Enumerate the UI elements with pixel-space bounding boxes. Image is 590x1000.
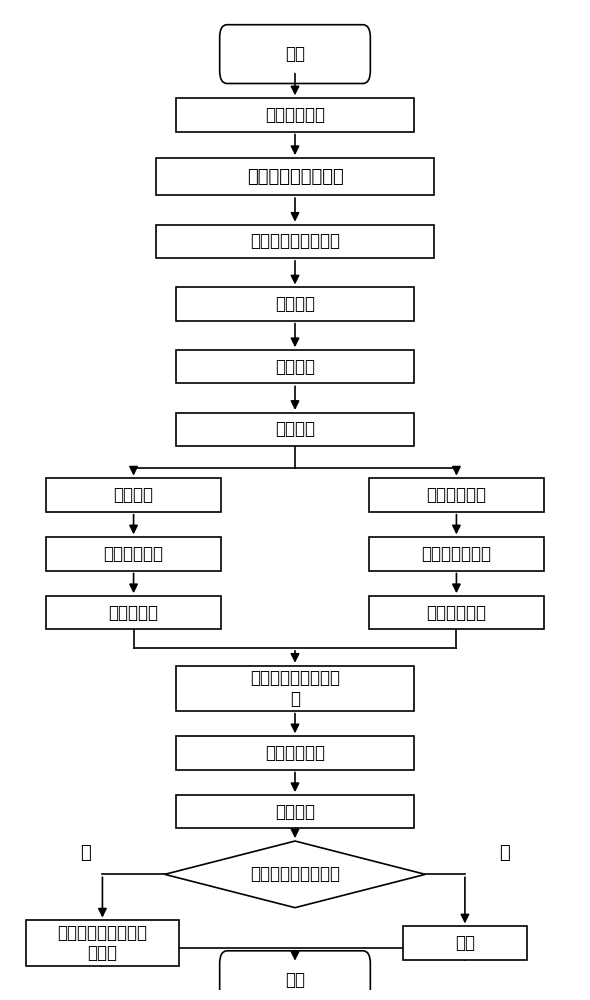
FancyBboxPatch shape xyxy=(176,795,414,828)
Text: 获得图像尺寸: 获得图像尺寸 xyxy=(104,545,163,563)
FancyBboxPatch shape xyxy=(46,478,221,512)
FancyBboxPatch shape xyxy=(176,98,414,132)
FancyBboxPatch shape xyxy=(46,596,221,629)
FancyBboxPatch shape xyxy=(176,736,414,770)
Text: 照亮图像: 照亮图像 xyxy=(275,420,315,438)
FancyBboxPatch shape xyxy=(176,350,414,383)
Text: 是: 是 xyxy=(80,844,91,862)
FancyBboxPatch shape xyxy=(156,158,434,195)
Text: 求交集得到电池片区
域: 求交集得到电池片区 域 xyxy=(250,669,340,708)
Polygon shape xyxy=(165,841,425,908)
Text: 判断线条是否为裂纹: 判断线条是否为裂纹 xyxy=(250,865,340,883)
FancyBboxPatch shape xyxy=(176,413,414,446)
Text: 对矩形区域进行填充: 对矩形区域进行填充 xyxy=(250,232,340,250)
Text: 引导滤波: 引导滤波 xyxy=(275,358,315,376)
FancyBboxPatch shape xyxy=(402,926,527,960)
Text: 开始: 开始 xyxy=(285,45,305,63)
Text: 傅里叶变换: 傅里叶变换 xyxy=(109,604,159,622)
FancyBboxPatch shape xyxy=(156,225,434,258)
FancyBboxPatch shape xyxy=(176,666,414,711)
FancyBboxPatch shape xyxy=(369,596,544,629)
FancyBboxPatch shape xyxy=(26,920,179,966)
Text: 得到裂纹位置标注在
原图上: 得到裂纹位置标注在 原图上 xyxy=(57,924,148,962)
Text: 固定阈值分割: 固定阈值分割 xyxy=(265,106,325,124)
FancyBboxPatch shape xyxy=(219,25,371,84)
Text: 提取线条: 提取线条 xyxy=(275,803,315,821)
FancyBboxPatch shape xyxy=(219,951,371,1000)
Text: 选出探针区域: 选出探针区域 xyxy=(427,604,486,622)
FancyBboxPatch shape xyxy=(369,537,544,571)
Text: 图像取反: 图像取反 xyxy=(114,486,153,504)
Text: 排除: 排除 xyxy=(455,934,475,952)
FancyBboxPatch shape xyxy=(369,478,544,512)
Text: 形态学开闭运算: 形态学开闭运算 xyxy=(421,545,491,563)
Text: 中值滤波: 中值滤波 xyxy=(275,295,315,313)
FancyBboxPatch shape xyxy=(46,537,221,571)
Text: 局部阈值分割: 局部阈值分割 xyxy=(427,486,486,504)
Text: 结束: 结束 xyxy=(285,971,305,989)
Text: 形态学开闭运算操作: 形态学开闭运算操作 xyxy=(247,168,343,186)
Text: 排除误检区域: 排除误检区域 xyxy=(265,744,325,762)
Text: 否: 否 xyxy=(499,844,510,862)
FancyBboxPatch shape xyxy=(176,287,414,321)
